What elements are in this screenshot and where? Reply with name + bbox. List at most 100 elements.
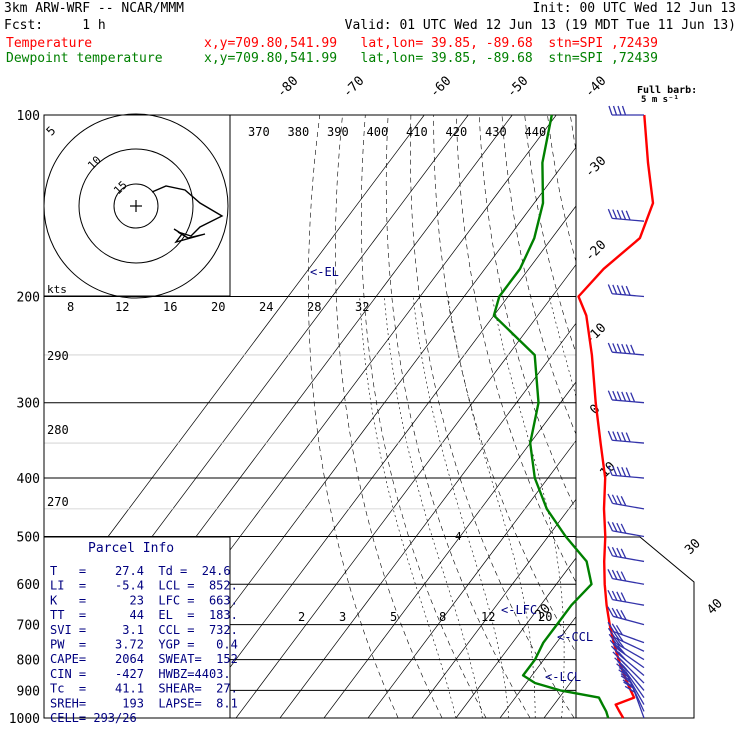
- isotherm-line: [455, 557, 576, 718]
- wind-barb: [607, 342, 645, 356]
- wind-barb: [607, 521, 645, 538]
- wind-barb: [607, 430, 645, 444]
- wind-barb: [614, 657, 645, 691]
- ccl-marker: <-CCL: [557, 630, 593, 644]
- isotherm-label: -80: [274, 74, 301, 101]
- speed-scale-label: 32: [355, 300, 369, 314]
- model-title: 3km ARW-WRF -- NCAR/MMM: [4, 1, 185, 16]
- isotherm-line: [720, 115, 740, 718]
- theta-label: 410: [406, 125, 428, 139]
- dry-adiabat: [707, 115, 740, 718]
- mixing-ratio-label: 2: [298, 610, 305, 624]
- theta-label: 380: [288, 125, 310, 139]
- theta-label: 430: [485, 125, 507, 139]
- parcel-info-row: SREH= 193 LAPSE= 8.1: [50, 696, 238, 710]
- left-theta-label: 270: [47, 495, 69, 509]
- isotherm-line: [632, 115, 740, 718]
- parcel-info-row: CAPE= 2064 SWEAT= 152: [50, 652, 238, 666]
- isotherm-line: [499, 616, 576, 718]
- isotherm-line: [279, 322, 576, 718]
- dry-adiabat: [385, 115, 531, 718]
- valid-time: Valid: 01 UTC Wed 12 Jun 13 (19 MDT Tue …: [344, 18, 736, 33]
- el-marker: <-EL: [310, 265, 339, 279]
- isotherm-line: [543, 674, 576, 718]
- parcel-info-row: Tc = 41.1 SHEAR= 27.: [50, 682, 238, 696]
- isotherm-label: 30: [682, 536, 704, 558]
- full-barb-label: Full barb:: [637, 85, 697, 96]
- lfc-marker: <-LFC: [501, 603, 537, 617]
- isotherm-label: 40: [704, 596, 726, 618]
- isotherm-label: -60: [427, 74, 454, 101]
- pressure-tick-label: 400: [17, 472, 40, 487]
- isotherm-line: [235, 264, 576, 718]
- pressure-tick-label: 700: [17, 619, 40, 634]
- mixing-ratio-label: 5: [390, 610, 397, 624]
- pressure-tick-label: 800: [17, 654, 40, 669]
- theta-label: 440: [525, 125, 547, 139]
- full-barb-units: 5 m s⁻¹: [641, 95, 679, 105]
- dry-adiabat: [524, 115, 576, 354]
- dewpoint-profile: [492, 114, 610, 719]
- parcel-info-row: K = 23 LFC = 663.: [50, 593, 238, 607]
- dry-adiabat: [661, 115, 740, 718]
- isotherm-label: -50: [504, 74, 531, 101]
- wind-barb: [620, 675, 645, 712]
- dry-adiabat: [410, 115, 575, 718]
- parcel-info-row: PW = 3.72 YGP = 0.4: [50, 638, 238, 652]
- wind-barb: [608, 633, 645, 661]
- speed-scale-label: 20: [211, 300, 225, 314]
- speed-scale-label: 28: [307, 300, 321, 314]
- pressure-tick-label: 100: [17, 109, 40, 124]
- isotherm-line: [191, 205, 576, 718]
- init-time: Init: 00 UTC Wed 12 Jun 13: [532, 1, 737, 16]
- parcel-info-panel: Parcel Info T = 27.4 Td = 24.6LI = -5.4 …: [43, 536, 238, 725]
- dry-adiabat: [616, 115, 740, 718]
- isotherm-label: -40: [582, 74, 609, 101]
- lcl-marker: <-LCL: [545, 670, 581, 684]
- wind-barb: [607, 284, 645, 298]
- isotherm-label: -30: [582, 154, 609, 181]
- speed-scale-label: 12: [115, 300, 129, 314]
- dry-adiabat: [501, 115, 576, 435]
- wind-barb: [607, 569, 645, 585]
- forecast-hour: Fcst: 1 h: [4, 18, 106, 33]
- wind-barb: [607, 621, 645, 644]
- mixing-ratio-label: 20: [538, 610, 552, 624]
- parcel-info-row: CIN = -427 HWBZ=4403.: [50, 667, 231, 681]
- mixing-ratio-label: 8: [439, 610, 446, 624]
- left-theta-label: 280: [47, 423, 69, 437]
- wind-barb: [607, 546, 645, 563]
- dewpoint-location: x,y=709.80,541.99 lat,lon= 39.85, -89.68…: [204, 51, 658, 66]
- isotherm-label: -70: [340, 74, 367, 101]
- mixing-ratio-label: 3: [339, 610, 346, 624]
- dry-adiabat: [639, 115, 740, 718]
- wind-barb: [616, 663, 645, 698]
- dry-adiabat: [361, 115, 487, 718]
- moist-adiabat: [384, 296, 483, 718]
- dry-adiabat: [478, 115, 576, 511]
- isotherm-line: [323, 381, 576, 718]
- pressure-tick-label: 300: [17, 397, 40, 412]
- moist-adiabat: [447, 296, 536, 718]
- speed-scale-label: 24: [259, 300, 273, 314]
- moist-adiabat: [359, 296, 457, 718]
- wind-barb-column: [607, 105, 645, 719]
- isotherm-label: -10: [582, 321, 609, 348]
- parcel-info-row: SVI = 3.1 CCL = 732.: [50, 623, 238, 637]
- hodograph-inset: 5 10 15 kts: [43, 113, 231, 299]
- wind-barb: [607, 493, 645, 510]
- dry-adiabat: [684, 115, 740, 718]
- pressure-tick-label: 200: [17, 291, 40, 306]
- isotherm-label: -20: [582, 238, 609, 265]
- isotherm-line: [367, 440, 576, 718]
- dry-adiabat: [335, 115, 443, 718]
- theta-label: 390: [327, 125, 349, 139]
- isotherm-label: 10: [597, 459, 619, 481]
- hodo-kts-label: kts: [47, 283, 67, 296]
- isotherm-line: [676, 115, 740, 718]
- temperature-legend: Temperature: [6, 36, 93, 51]
- wind-barb: [607, 390, 645, 404]
- speed-scale-label: 8: [67, 300, 74, 314]
